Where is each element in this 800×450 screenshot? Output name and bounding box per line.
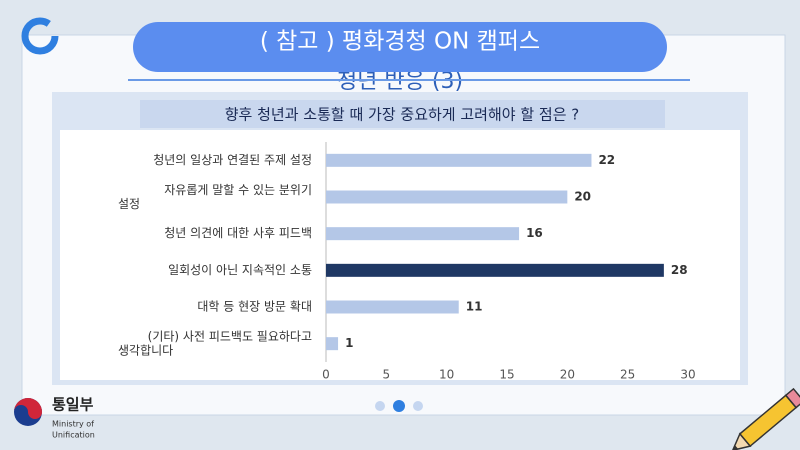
bar bbox=[326, 190, 568, 204]
bar bbox=[326, 300, 459, 314]
value-label: 11 bbox=[466, 300, 483, 314]
logo-ring bbox=[21, 17, 59, 55]
page-dot-active bbox=[393, 400, 405, 412]
x-tick-label: 30 bbox=[680, 368, 695, 382]
title: ( 참고 ) 평화경청 ON 캠퍼스 bbox=[260, 29, 540, 55]
bar bbox=[326, 337, 339, 351]
x-tick-label: 25 bbox=[620, 368, 635, 382]
x-tick-label: 0 bbox=[322, 368, 330, 382]
value-label: 16 bbox=[526, 226, 543, 240]
page-dot bbox=[413, 401, 423, 411]
question-banner bbox=[140, 100, 665, 128]
logo-english: Ministry of bbox=[52, 420, 94, 429]
page-dot bbox=[375, 401, 385, 411]
value-label: 20 bbox=[574, 190, 591, 204]
bar bbox=[326, 227, 520, 241]
logo-english: Unification bbox=[52, 431, 95, 440]
x-tick-label: 15 bbox=[499, 368, 514, 382]
value-label: 28 bbox=[671, 263, 688, 277]
category-label: 자유롭게 말할 수 있는 분위기 설정 bbox=[118, 183, 312, 211]
category-label: 대학 등 현장 방문 확대 bbox=[197, 300, 312, 314]
category-label: 청년 의견에 대한 사후 피드백 bbox=[164, 226, 312, 240]
logo-name: 통일부 bbox=[52, 396, 94, 414]
category-label: 청년의 일상과 연결된 주제 설정 bbox=[153, 153, 312, 167]
logo-emblem bbox=[14, 398, 42, 426]
title-pill bbox=[133, 22, 667, 72]
x-tick-label: 5 bbox=[383, 368, 391, 382]
value-label: 1 bbox=[345, 336, 353, 350]
chart-title: 향후 청년과 소통할 때 가장 중요하게 고려해야 할 점은 ? bbox=[225, 106, 579, 124]
category-label: (기타) 사전 피드백도 필요하다고 생각합니다 bbox=[118, 329, 312, 357]
bar bbox=[326, 153, 592, 167]
chart-area bbox=[60, 130, 740, 380]
value-label: 22 bbox=[598, 153, 615, 167]
pencil bbox=[731, 387, 800, 450]
subtitle: 청년 반응 (3) bbox=[337, 69, 463, 94]
category-label: 일회성이 아닌 지속적인 소통 bbox=[168, 263, 312, 277]
x-tick-label: 10 bbox=[439, 368, 454, 382]
x-tick-label: 20 bbox=[560, 368, 575, 382]
bar bbox=[326, 263, 664, 277]
plot: 0 5 10 15 20 25 30 청년의 일상과 연결된 주제 설정 22 자유롭게 말할 수… bbox=[118, 142, 696, 382]
